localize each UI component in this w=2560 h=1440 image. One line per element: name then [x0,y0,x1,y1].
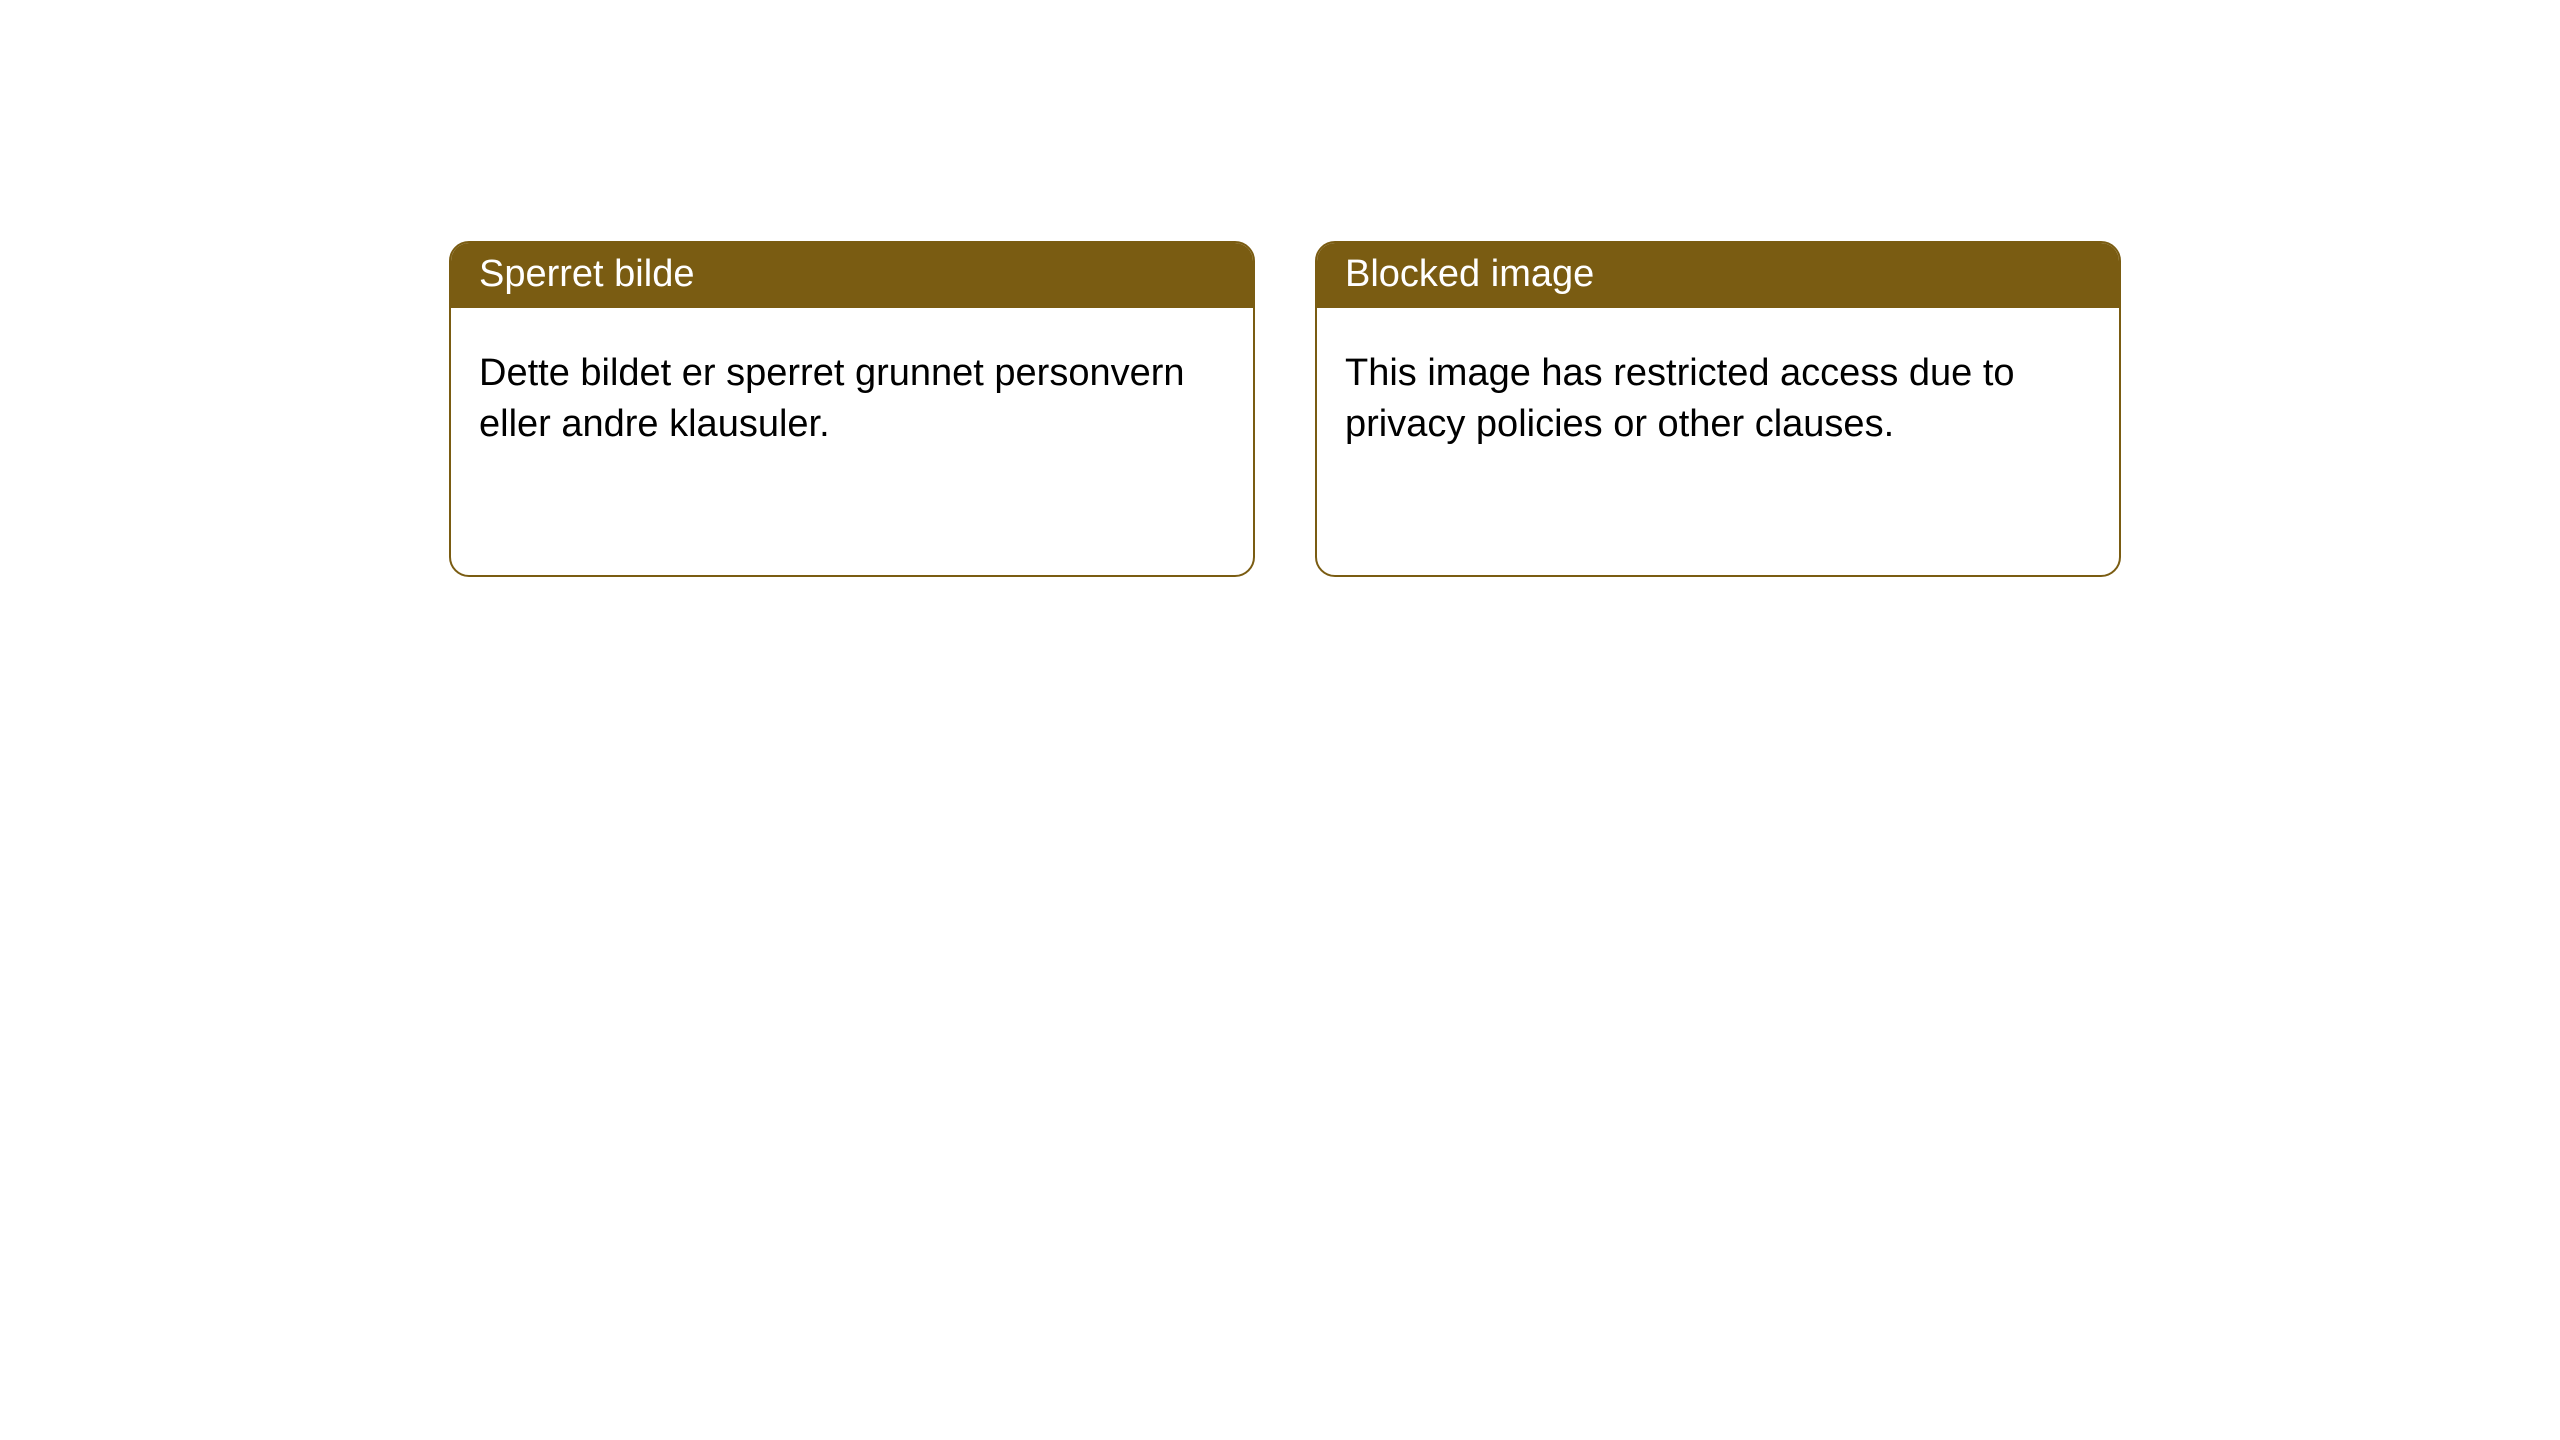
card-header: Sperret bilde [451,243,1253,308]
notice-card-english: Blocked image This image has restricted … [1315,241,2121,577]
notice-card-norwegian: Sperret bilde Dette bildet er sperret gr… [449,241,1255,577]
card-body: Dette bildet er sperret grunnet personve… [451,308,1253,491]
card-body: This image has restricted access due to … [1317,308,2119,491]
card-title: Sperret bilde [479,253,694,295]
notice-container: Sperret bilde Dette bildet er sperret gr… [0,0,2560,577]
card-title: Blocked image [1345,253,1594,295]
card-header: Blocked image [1317,243,2119,308]
card-body-text: Dette bildet er sperret grunnet personve… [479,352,1185,445]
card-body-text: This image has restricted access due to … [1345,352,2015,445]
